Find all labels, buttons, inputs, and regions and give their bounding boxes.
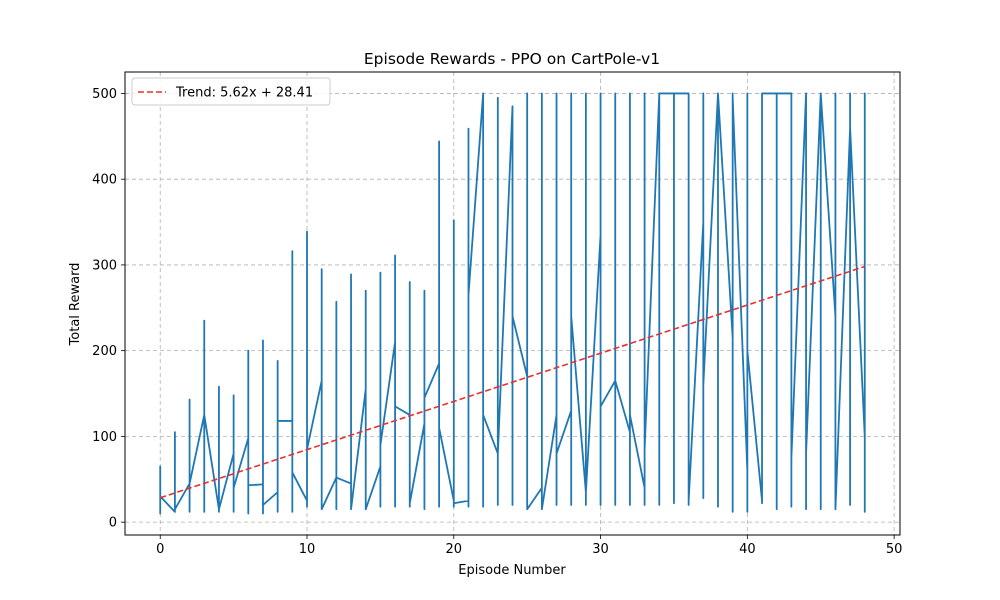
y-tick-label: 100 [92, 430, 117, 445]
x-tick-label: 0 [156, 542, 164, 557]
y-tick-label: 300 [92, 258, 117, 273]
x-tick-label: 10 [299, 542, 316, 557]
y-tick-label: 500 [92, 87, 117, 102]
x-tick-label: 20 [446, 542, 463, 557]
y-tick-label: 400 [92, 173, 117, 188]
legend: Trend: 5.62x + 28.41 [131, 77, 331, 106]
legend-box [131, 77, 331, 106]
plot-frame [124, 71, 901, 536]
y-tick-label: 200 [92, 344, 117, 359]
y-axis-label: Total Reward [68, 263, 83, 347]
y-tick-label: 0 [109, 516, 117, 531]
chart-title: Episode Rewards - PPO on CartPole-v1 [364, 50, 660, 68]
x-tick-label: 50 [886, 542, 903, 557]
data-layer [159, 92, 866, 515]
legend-trend-label: Trend: 5.62x + 28.41 [175, 86, 313, 101]
x-axis-label: Episode Number [458, 563, 566, 578]
x-tick-label: 40 [739, 542, 756, 557]
reward-series-line [159, 92, 866, 515]
x-tick-label: 30 [592, 542, 609, 557]
trend-line [159, 265, 866, 499]
